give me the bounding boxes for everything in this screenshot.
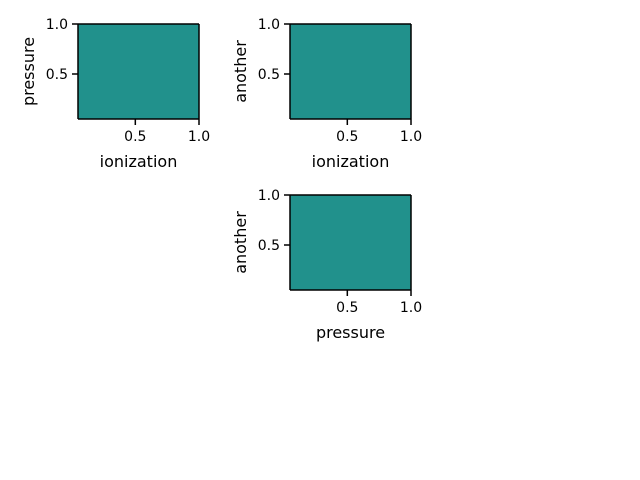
x-tick-label: 0.5 — [336, 129, 358, 145]
y-axis-label: pressure — [19, 37, 38, 106]
panel-1: 0.5 1.0 0.5 1.0 ionization pressure — [19, 17, 210, 171]
x-axis-label: pressure — [316, 323, 385, 342]
x-tick-label: 1.0 — [400, 300, 422, 316]
x-tick-label: 1.0 — [188, 129, 210, 145]
y-tick-label: 1.0 — [258, 17, 280, 33]
x-tick-label: 0.5 — [124, 129, 146, 145]
density-fill — [290, 195, 411, 290]
x-axis-label: ionization — [312, 152, 390, 171]
panel-2: 0.5 1.0 0.5 1.0 ionization another — [231, 17, 422, 171]
y-axis-label: another — [231, 40, 250, 103]
y-tick-label: 1.0 — [258, 188, 280, 204]
x-axis-label: ionization — [100, 152, 178, 171]
y-axis-label: another — [231, 211, 250, 274]
density-fill — [290, 24, 411, 119]
y-tick-label: 1.0 — [46, 17, 68, 33]
x-tick-label: 0.5 — [336, 300, 358, 316]
y-tick-label: 0.5 — [258, 238, 280, 254]
y-tick-label: 0.5 — [258, 67, 280, 83]
panel-3: 0.5 1.0 0.5 1.0 pressure another — [231, 188, 422, 342]
density-fill — [78, 24, 199, 119]
y-tick-label: 0.5 — [46, 67, 68, 83]
x-tick-label: 1.0 — [400, 129, 422, 145]
